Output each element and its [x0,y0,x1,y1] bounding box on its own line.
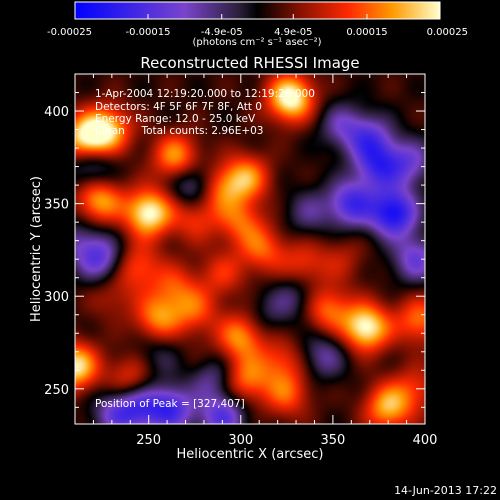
colorbar-tick-label: -4.9e-05 [201,27,243,38]
colorbar-ticks [74,14,441,19]
annotation-time-range: 1-Apr-2004 12:19:20.000 to 12:19:26.000 [95,88,315,100]
annotation-method: Clean Total counts: 2.96E+03 [95,125,264,137]
annotation-peak: Position of Peak = [327,407] [95,398,245,410]
y-tick-label: 300 [44,290,69,305]
colorbar-tick-label: 0.00025 [427,27,468,38]
x-tick-label: 250 [136,433,161,448]
y-tick-label: 400 [44,105,69,120]
footer-date: 14-Jun-2013 17:22 [394,484,497,497]
x-axis-label: Heliocentric X (arcsec) [177,447,324,462]
y-axis-tick-labels: 250 300 350 400 [44,105,69,398]
colorbar-tick-label: -0.00015 [126,27,171,38]
colorbar-tick-label: 0.00015 [346,27,387,38]
x-tick-label: 350 [320,433,345,448]
x-tick-label: 300 [228,433,253,448]
x-axis-tick-labels: 250 300 350 400 [136,433,437,448]
plot-frame [74,73,426,425]
y-axis-label: Heliocentric Y (arcsec) [29,176,44,322]
colorbar-tick-label: -0.00025 [47,27,92,38]
colorbar-tick-label: 4.9e-05 [274,27,312,38]
colorbar [74,1,441,20]
chart-title: Reconstructed RHESSI Image [140,54,359,72]
colorbar-units: (photons cm⁻² s⁻¹ asec⁻²) [192,37,321,48]
x-axis-ticks [74,74,426,424]
y-tick-label: 350 [44,198,69,213]
heatmap-image [75,74,425,424]
y-tick-label: 250 [44,383,69,398]
colorbar-tick-labels: -0.00025 -0.00015 -4.9e-05 4.9e-05 0.00015 0.… [47,27,468,38]
annotation-detectors: Detectors: 4F 5F 6F 7F 8F, Att 0 [95,101,262,113]
annotation-energy: Energy Range: 12.0 - 25.0 keV [95,113,256,125]
x-tick-label: 400 [413,433,438,448]
y-axis-ticks [75,73,425,408]
